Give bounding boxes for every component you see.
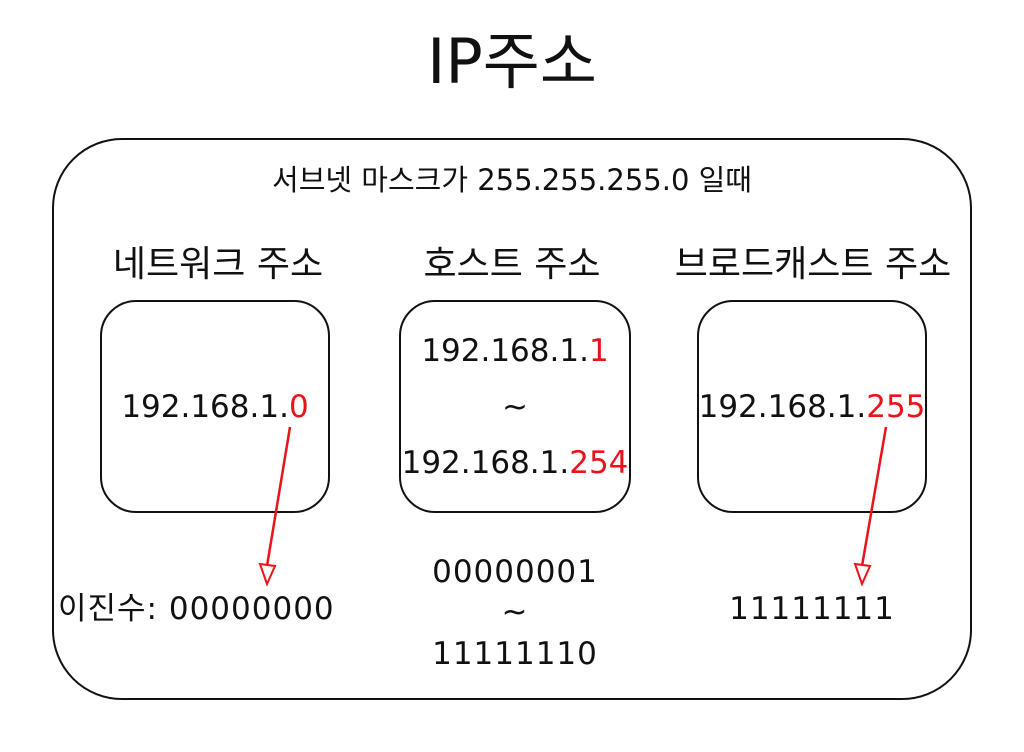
- host-address-box: 192.168.1.1 ~ 192.168.1.254: [399, 300, 631, 513]
- network-host-part: 0: [288, 388, 309, 425]
- network-address-box: 192.168.1.0: [100, 300, 330, 513]
- subnet-frame: [52, 138, 972, 700]
- broadcast-address-ip: 192.168.1.255: [698, 388, 926, 425]
- binary-label: 이진수:: [58, 591, 169, 627]
- broadcast-host-part: 255: [866, 388, 926, 425]
- network-address-heading: 네트워크 주소: [112, 244, 324, 285]
- broadcast-address-heading: 브로드캐스트 주소: [674, 244, 952, 285]
- network-address-ip: 192.168.1.0: [121, 388, 309, 425]
- subnet-mask-caption: 서브넷 마스크가 255.255.255.0 일때: [272, 163, 752, 197]
- host-address-heading: 호스트 주소: [423, 244, 601, 285]
- broadcast-arrow: [853, 426, 888, 587]
- host-first-part: 1: [588, 332, 609, 369]
- broadcast-address-box: 192.168.1.255: [697, 300, 927, 513]
- host-binary-first: 00000001: [432, 554, 598, 590]
- host-binary-last: 11111110: [432, 636, 598, 672]
- network-binary-value: 00000000: [168, 591, 335, 627]
- host-last-part: 254: [569, 444, 629, 481]
- network-binary: 이진수: 00000000: [58, 587, 335, 631]
- diagram-title: IP주소: [427, 25, 597, 98]
- network-arrow: [258, 426, 292, 587]
- host-binary-range-symbol: ~: [501, 594, 529, 630]
- host-range-symbol: ~: [502, 388, 528, 425]
- host-last-ip: 192.168.1.254: [401, 444, 629, 481]
- host-first-ip: 192.168.1.1: [421, 332, 609, 369]
- broadcast-binary: 11111111: [729, 591, 895, 627]
